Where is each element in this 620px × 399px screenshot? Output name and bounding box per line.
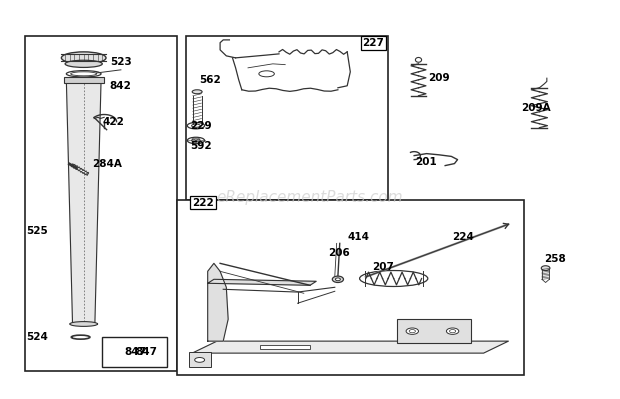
Polygon shape: [208, 279, 316, 285]
Ellipse shape: [195, 358, 205, 362]
Polygon shape: [192, 341, 508, 353]
Ellipse shape: [61, 52, 106, 64]
Text: 227: 227: [363, 38, 384, 48]
Text: 224: 224: [453, 232, 474, 243]
Text: 222: 222: [192, 198, 214, 207]
Text: 562: 562: [200, 75, 221, 85]
Text: 209A: 209A: [521, 103, 551, 113]
Ellipse shape: [446, 328, 459, 334]
Polygon shape: [208, 263, 228, 341]
Ellipse shape: [332, 276, 343, 282]
Ellipse shape: [406, 328, 419, 334]
Text: eReplacementParts.com: eReplacementParts.com: [216, 190, 404, 205]
Ellipse shape: [65, 60, 102, 67]
Bar: [260, 345, 310, 349]
Text: 847: 847: [135, 347, 157, 358]
Text: 414: 414: [347, 232, 369, 243]
Text: 847: 847: [124, 347, 146, 358]
Bar: [177, 200, 524, 375]
Text: 206: 206: [329, 248, 350, 259]
Text: 207: 207: [372, 262, 394, 273]
Text: 592: 592: [190, 140, 212, 151]
Polygon shape: [66, 80, 101, 324]
Text: 258: 258: [544, 254, 566, 265]
Bar: [189, 352, 211, 367]
Bar: [25, 36, 177, 371]
Bar: [397, 319, 471, 343]
Bar: [64, 77, 104, 83]
Text: 422: 422: [102, 117, 124, 127]
Bar: [102, 337, 167, 367]
Text: 523: 523: [110, 57, 131, 67]
Text: 229: 229: [190, 120, 212, 131]
Text: 284A: 284A: [92, 158, 122, 169]
Text: 201: 201: [415, 156, 437, 167]
Ellipse shape: [335, 278, 340, 281]
Text: 842: 842: [110, 81, 131, 91]
Ellipse shape: [450, 330, 456, 333]
Bar: [186, 36, 388, 200]
Ellipse shape: [541, 266, 550, 271]
Ellipse shape: [409, 330, 415, 333]
Text: 209: 209: [428, 73, 450, 83]
Text: 524: 524: [27, 332, 48, 342]
Ellipse shape: [69, 322, 98, 326]
Ellipse shape: [192, 90, 202, 94]
Text: 525: 525: [27, 226, 48, 237]
